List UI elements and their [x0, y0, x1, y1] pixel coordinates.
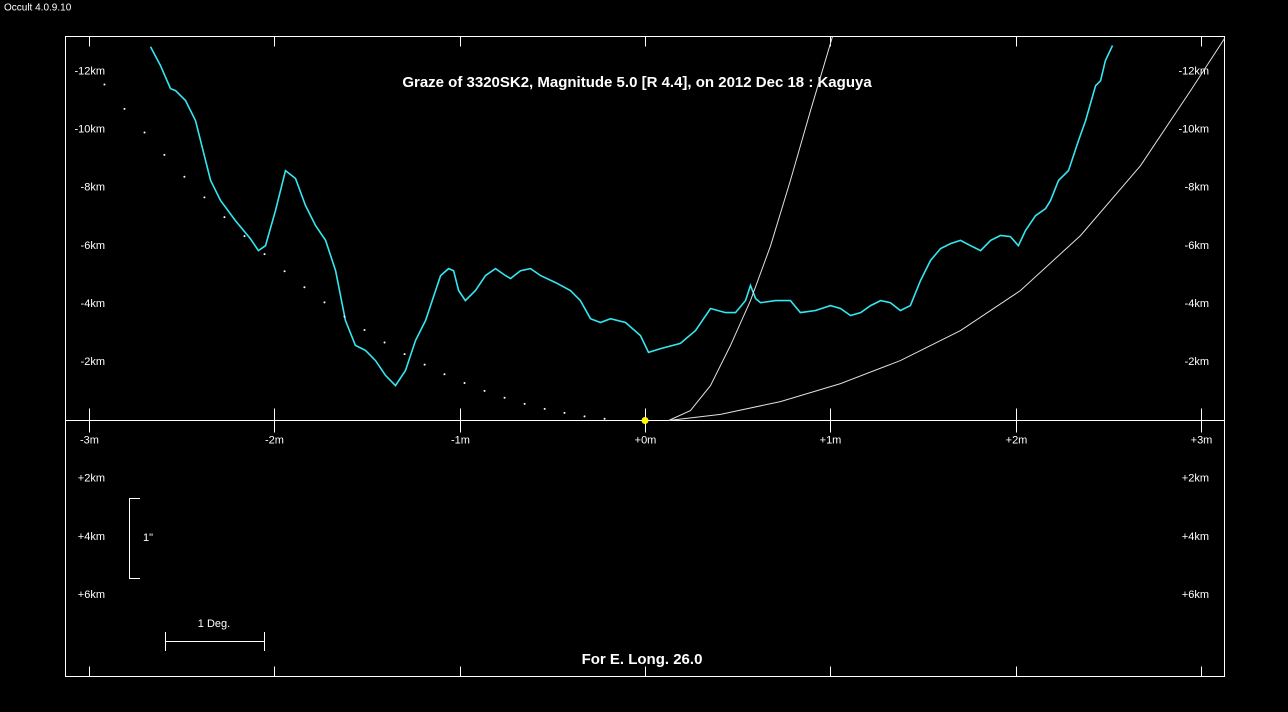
- x-tick-label: -3m: [80, 434, 99, 446]
- y-tick-label: -4km: [81, 298, 105, 310]
- dot: [363, 329, 366, 332]
- y-tick-label-right: +2km: [1182, 473, 1209, 485]
- dot: [123, 107, 126, 110]
- y-tick-label-right: -10km: [1178, 123, 1209, 135]
- dot: [523, 402, 526, 405]
- dot: [163, 153, 166, 156]
- y-tick-label-right: -12km: [1178, 65, 1209, 77]
- y-tick-label: -8km: [81, 182, 105, 194]
- vertical-scale-bar: [129, 498, 140, 579]
- y-tick-label: -10km: [74, 123, 105, 135]
- dot: [263, 253, 266, 256]
- x-tick-label: +1m: [820, 434, 842, 446]
- y-tick-label-right: -4km: [1185, 298, 1209, 310]
- y-tick-label-right: +4km: [1182, 531, 1209, 543]
- dot: [183, 175, 186, 178]
- y-tick-label: -12km: [74, 65, 105, 77]
- horizontal-scale-bar: [165, 632, 265, 651]
- x-tick-label: -2m: [265, 434, 284, 446]
- y-tick-label-right: -2km: [1185, 356, 1209, 368]
- dot: [583, 415, 586, 418]
- dot: [303, 286, 306, 289]
- dot: [463, 381, 466, 384]
- y-tick-label: +6km: [78, 589, 105, 601]
- dot: [283, 270, 286, 273]
- dot: [483, 389, 486, 392]
- dot: [543, 407, 546, 410]
- footer: For E. Long. 26.0: [582, 651, 703, 668]
- y-tick-label: -6km: [81, 240, 105, 252]
- profile-line: [668, 36, 833, 421]
- dot: [403, 353, 406, 356]
- dot: [443, 373, 446, 376]
- y-tick-label: +2km: [78, 473, 105, 485]
- marker: [641, 417, 649, 424]
- y-tick-label-right: -6km: [1185, 240, 1209, 252]
- dot: [323, 301, 326, 304]
- dot: [103, 83, 106, 86]
- dot: [203, 196, 206, 199]
- dot: [243, 235, 246, 238]
- x-tick-label: -1m: [451, 434, 470, 446]
- y-tick-label: -2km: [81, 356, 105, 368]
- y-tick-label: +4km: [78, 531, 105, 543]
- x-tick-label: +2m: [1006, 434, 1028, 446]
- x-tick-label: +3m: [1191, 434, 1213, 446]
- horizontal-scale-label: 1 Deg.: [198, 618, 230, 630]
- profile-line: [149, 45, 1114, 387]
- x-tick-label: +0m: [635, 434, 657, 446]
- dot: [343, 315, 346, 318]
- dot: [223, 216, 226, 219]
- vertical-scale-label: 1": [143, 532, 153, 544]
- dot: [503, 396, 506, 399]
- dot: [423, 363, 426, 366]
- profile-line: [668, 38, 1225, 421]
- window-title: Occult 4.0.9.10: [4, 3, 72, 14]
- dot: [603, 417, 606, 420]
- y-tick-label-right: -8km: [1185, 182, 1209, 194]
- dot: [383, 341, 386, 344]
- chart-title: Graze of 3320SK2, Magnitude 5.0 [R 4.4],…: [402, 74, 872, 91]
- dot: [143, 131, 146, 134]
- y-tick-label-right: +6km: [1182, 589, 1209, 601]
- dot: [563, 411, 566, 414]
